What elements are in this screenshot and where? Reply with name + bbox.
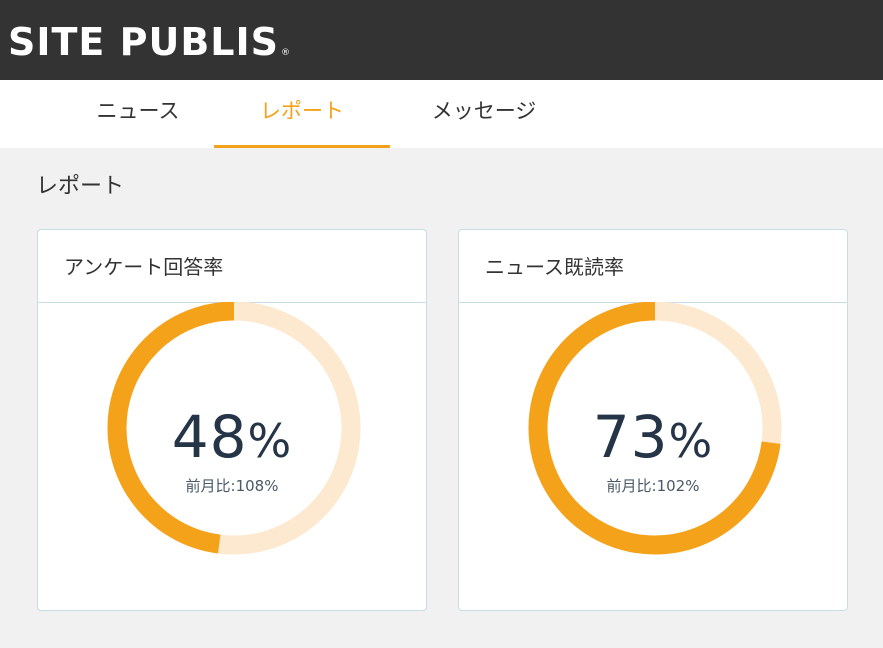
registered-mark: ® — [281, 48, 292, 58]
section-title: レポート — [36, 174, 125, 199]
gauge-ring — [528, 302, 782, 555]
gauge-unit: % — [247, 414, 293, 468]
card-title: アンケート回答率 — [38, 230, 426, 303]
tab-report[interactable]: レポート — [214, 80, 390, 148]
month-over-month: 前月比:108% — [185, 477, 279, 495]
gauge-value: 48% — [38, 405, 426, 473]
gauge-number: 73 — [592, 403, 669, 471]
card-title: ニュース既読率 — [459, 230, 847, 303]
tab-news-label: ニュース — [96, 99, 180, 123]
site-publis-logo[interactable]: SITE PUBLIS ® — [8, 20, 291, 75]
gauge-ring — [107, 302, 361, 555]
gauge-unit: % — [668, 414, 714, 468]
news-read-rate-card: ニュース既読率 73% 前月比:102% — [458, 229, 848, 611]
gauge-progress-arc — [107, 302, 361, 555]
app-header: SITE PUBLIS ® — [0, 0, 883, 80]
survey-response-gauge: 48% 前月比:108% — [38, 302, 426, 610]
month-over-month: 前月比:102% — [606, 477, 700, 495]
tab-message-label: メッセージ — [431, 99, 537, 123]
gauge-progress-arc — [528, 302, 782, 555]
survey-response-rate-card: アンケート回答率 48% 前月比:108% — [37, 229, 427, 611]
logo-text: SITE PUBLIS — [8, 20, 280, 64]
active-tab-indicator — [214, 145, 390, 148]
tab-bar: ニュース レポート メッセージ — [0, 80, 883, 148]
news-read-gauge: 73% 前月比:102% — [459, 302, 847, 610]
tab-news[interactable]: ニュース — [70, 80, 206, 148]
tab-message[interactable]: メッセージ — [402, 80, 566, 148]
gauge-number: 48 — [171, 403, 248, 471]
gauge-value: 73% — [459, 405, 847, 473]
tab-report-label: レポート — [260, 99, 344, 123]
